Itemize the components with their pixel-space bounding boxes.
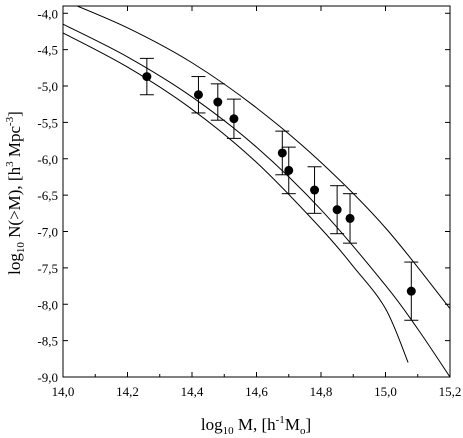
y-axis-title: log10 N(>M), [h3 Mpc-3] [4,111,27,275]
x-tick-label-6: 15,0 [374,384,397,399]
data-point-6 [284,165,294,175]
y-tick-label-8: -7,5 [37,261,58,276]
data-point-7 [310,185,320,195]
x-tick-label-3: 14,4 [181,384,204,399]
error-bars [139,57,419,321]
data-point-4 [229,114,239,124]
data-point-10 [406,286,416,296]
data-point-1 [142,72,152,82]
y-axis-ticks: -4,0 -4,5 -5,0 -5,5 -6,0 -6,5 -7,0 -7,5 -8,0 -8,5… [37,6,450,385]
y-tick-label-5: -6,0 [37,152,58,167]
x-tick-label-7: 15,2 [439,384,462,399]
model-curve-1 [75,6,450,309]
y-tick-label-4: -5,5 [37,115,58,130]
y-tick-label-11: -9,0 [37,370,58,385]
data-point-5 [277,148,287,158]
y-tick-label-1: -4,0 [37,6,58,21]
data-points [142,72,416,296]
model-curve-2 [63,23,450,377]
data-point-3 [213,97,223,107]
y-tick-label-9: -8,0 [37,297,58,312]
x-tick-label-5: 14,8 [310,384,333,399]
y-tick-label-7: -7,0 [37,225,58,240]
x-tick-label-1: 14,0 [52,384,75,399]
x-axis-ticks: 14,0 14,2 14,4 14,6 14,8 15,0 15,2 [52,6,462,399]
y-tick-label-6: -6,5 [37,188,58,203]
y-tick-label-3: -5,0 [37,79,58,94]
y-tick-label-2: -4,5 [37,43,58,58]
x-tick-label-2: 14,2 [116,384,139,399]
model-curves [63,6,450,377]
data-point-8 [332,205,342,215]
model-curve-3 [63,32,409,363]
y-tick-label-10: -8,5 [37,334,58,349]
data-point-2 [193,90,203,100]
x-tick-label-4: 14,6 [245,384,268,399]
data-point-9 [345,213,355,223]
x-axis-title: log10 M, [h-1Mo] [201,414,311,437]
